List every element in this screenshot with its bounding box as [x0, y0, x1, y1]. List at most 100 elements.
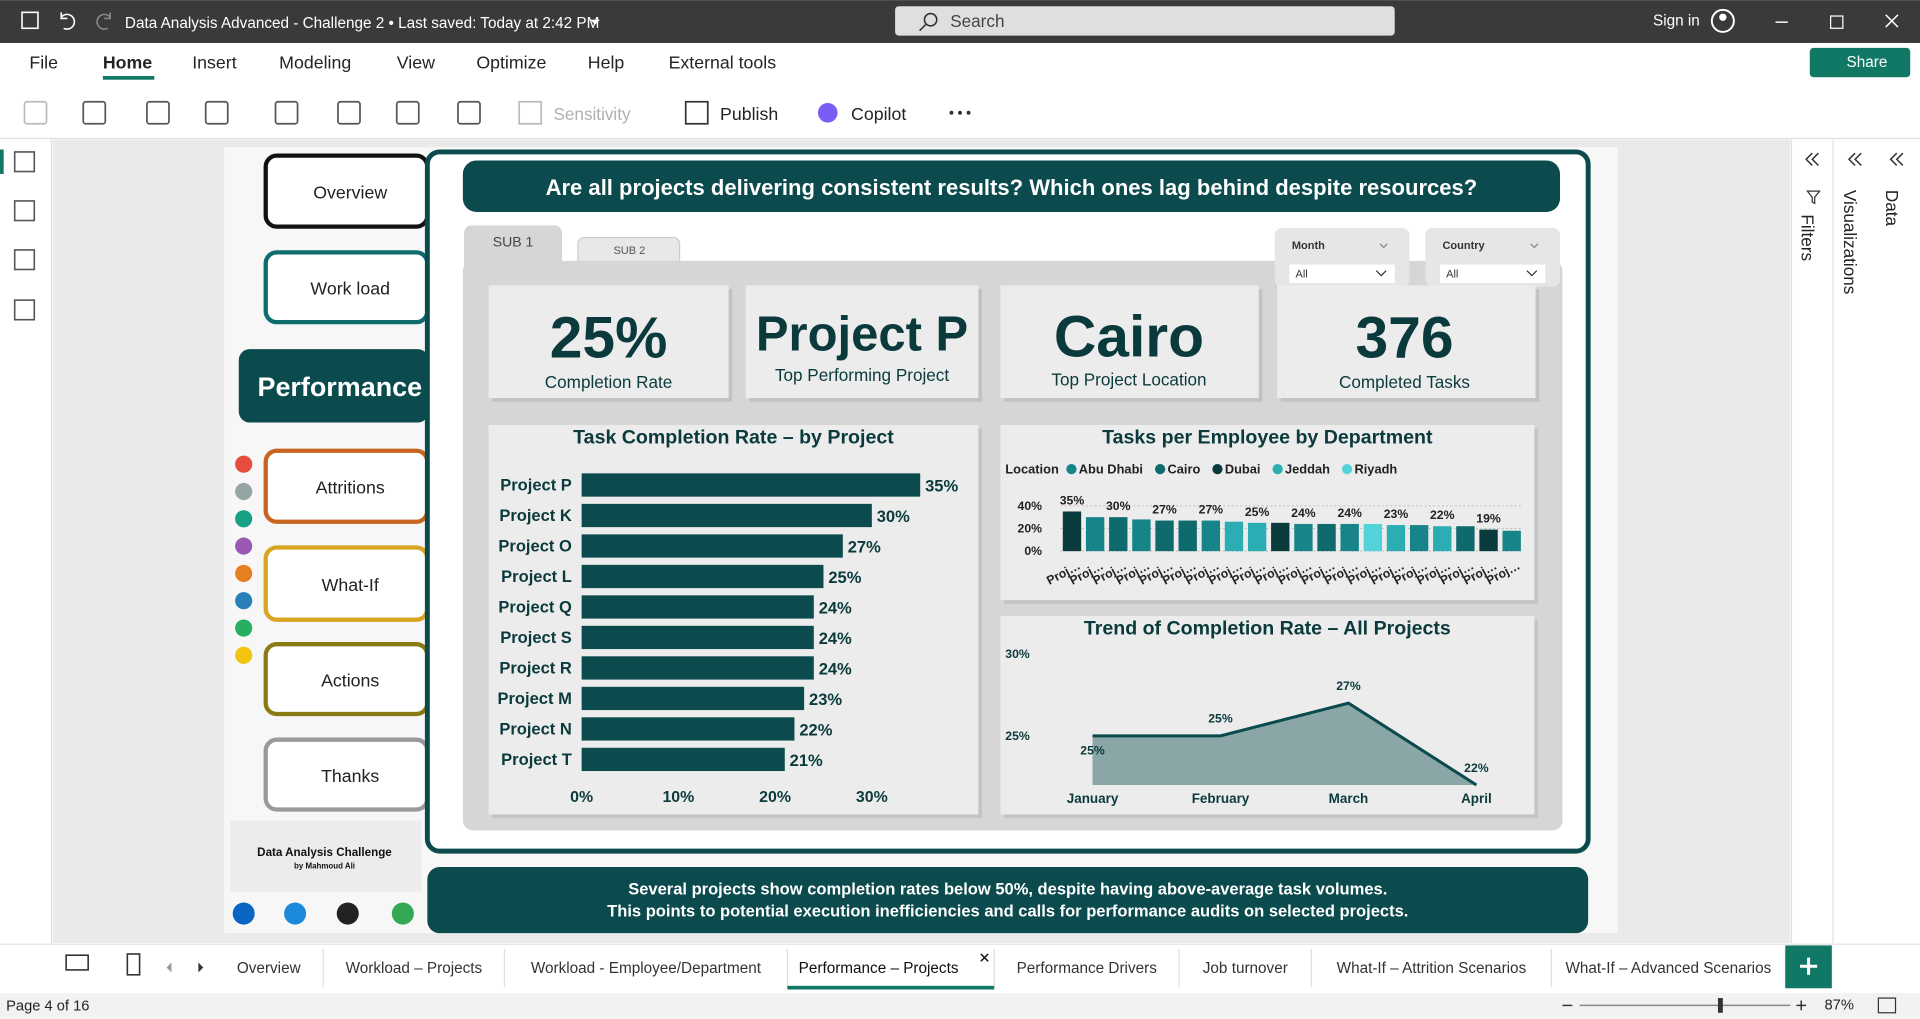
- account-icon[interactable]: [1710, 8, 1735, 33]
- dax-view-icon[interactable]: [13, 299, 36, 321]
- mobile-view-icon[interactable]: [126, 953, 141, 976]
- sub-tab-label[interactable]: SUB 1: [493, 233, 534, 249]
- page-tab[interactable]: Performance – Projects: [799, 960, 959, 977]
- nav-label[interactable]: Performance: [257, 372, 422, 402]
- fit-page-icon[interactable]: [1877, 997, 1897, 1014]
- report-view-icon[interactable]: [13, 151, 36, 173]
- bar: [1502, 530, 1521, 552]
- page-tab[interactable]: Workload - Employee/Department: [531, 960, 762, 977]
- sub-tab-active[interactable]: [464, 225, 563, 275]
- more-dot[interactable]: [958, 110, 962, 115]
- page-tab[interactable]: Workload – Projects: [346, 960, 483, 977]
- save-icon[interactable]: [21, 11, 39, 30]
- website-icon[interactable]: [284, 902, 307, 925]
- nav-label[interactable]: What-If: [322, 575, 379, 595]
- kpi-card: [1000, 285, 1259, 399]
- github-icon[interactable]: [336, 902, 359, 925]
- theme-swatch[interactable]: [235, 537, 253, 555]
- maximize[interactable]: [1830, 15, 1844, 29]
- theme-swatch[interactable]: [235, 482, 253, 501]
- copilot-button[interactable]: Copilot: [851, 104, 906, 124]
- slicer-value[interactable]: All: [1446, 268, 1458, 280]
- slicer-dropdown[interactable]: [1289, 264, 1395, 283]
- bar: [1409, 525, 1429, 552]
- pane-tab[interactable]: Visualizations: [1840, 190, 1860, 294]
- data-label: 23%: [809, 690, 842, 709]
- y-tick-label: 20%: [1018, 521, 1043, 535]
- title-dropdown[interactable]: [590, 19, 600, 25]
- search-placeholder[interactable]: Search: [950, 11, 1004, 31]
- y-tick-label: 0%: [1024, 544, 1042, 558]
- theme-swatch[interactable]: [235, 455, 253, 473]
- ribbon-tab[interactable]: View: [397, 53, 435, 73]
- calculation-icon[interactable]: [457, 100, 481, 125]
- ribbon-tab[interactable]: External tools: [669, 53, 777, 73]
- question-banner: [462, 160, 1560, 212]
- y-tick-label: Project K: [499, 506, 572, 525]
- get-data-icon[interactable]: [146, 100, 170, 125]
- paste-icon[interactable]: [23, 100, 48, 125]
- slicer-dropdown[interactable]: [1440, 264, 1546, 283]
- sub-tab-label[interactable]: SUB 2: [613, 245, 645, 257]
- nav-label[interactable]: Thanks: [321, 766, 379, 786]
- theme-swatch[interactable]: [235, 619, 253, 637]
- theme-swatch[interactable]: [235, 564, 253, 582]
- ribbon-tab[interactable]: File: [29, 53, 58, 73]
- ribbon-tab[interactable]: Help: [588, 53, 625, 73]
- more-dot[interactable]: [966, 110, 971, 115]
- publish-icon[interactable]: [684, 100, 709, 125]
- bar: [581, 717, 795, 741]
- next-page[interactable]: [198, 962, 204, 973]
- model-view-icon[interactable]: [13, 249, 36, 271]
- nav-button[interactable]: [238, 349, 429, 423]
- format-painter-icon[interactable]: [82, 100, 107, 125]
- pane-tab[interactable]: Data: [1882, 190, 1902, 227]
- undo-icon[interactable]: [60, 12, 76, 30]
- nav-label[interactable]: Overview: [313, 182, 387, 202]
- nav-label[interactable]: Actions: [321, 670, 379, 690]
- publish-button[interactable]: Publish: [720, 104, 778, 124]
- search-box[interactable]: [895, 6, 1395, 36]
- pane-collapse-icon[interactable]: [1847, 152, 1862, 166]
- ribbon-tab[interactable]: Optimize: [476, 53, 546, 73]
- linkedin-icon[interactable]: [232, 902, 255, 925]
- copilot-icon[interactable]: [817, 102, 838, 123]
- prev-page[interactable]: [166, 962, 172, 973]
- nav-label[interactable]: Attritions: [316, 477, 385, 497]
- pane-collapse-icon[interactable]: [1889, 152, 1904, 166]
- ribbon-tab[interactable]: Home: [103, 53, 152, 73]
- transform-icon[interactable]: [274, 100, 299, 125]
- table-view-icon[interactable]: [13, 200, 36, 222]
- slicer-value[interactable]: All: [1296, 268, 1308, 280]
- zoom-level[interactable]: 87%: [1824, 997, 1853, 1013]
- page-tab[interactable]: What-If – Advanced Scenarios: [1565, 960, 1771, 977]
- zoom-thumb[interactable]: [1717, 998, 1723, 1013]
- theme-swatch[interactable]: [235, 592, 253, 610]
- page-tab[interactable]: Performance Drivers: [1017, 960, 1158, 977]
- ribbon-tab[interactable]: Insert: [192, 53, 236, 73]
- share-label[interactable]: Share: [1847, 54, 1888, 71]
- pane-tab[interactable]: Filters: [1797, 214, 1817, 261]
- pane-collapse-icon[interactable]: [1805, 152, 1819, 166]
- search-icon: [923, 12, 938, 27]
- share-button[interactable]: [1809, 47, 1911, 78]
- page-tab[interactable]: What-If – Attrition Scenarios: [1337, 960, 1527, 977]
- drive-icon[interactable]: [391, 902, 414, 925]
- bar: [1433, 526, 1452, 552]
- bar: [1178, 520, 1197, 552]
- page-tab[interactable]: Job turnover: [1203, 960, 1288, 977]
- refresh-icon[interactable]: [337, 100, 361, 125]
- page-tab[interactable]: Overview: [237, 960, 302, 977]
- new-visual-icon[interactable]: [395, 100, 420, 125]
- ribbon-tab[interactable]: Modeling: [279, 53, 351, 73]
- nav-label[interactable]: Work load: [310, 278, 390, 298]
- data-label: 35%: [925, 477, 958, 496]
- logo-byline: by Mahmoud Ali: [294, 861, 355, 870]
- theme-swatch[interactable]: [235, 646, 253, 664]
- theme-swatch[interactable]: [235, 510, 253, 528]
- sign-in[interactable]: Sign in: [1653, 12, 1700, 29]
- recent-sources-icon[interactable]: [204, 100, 229, 125]
- more-dot[interactable]: [949, 110, 954, 115]
- desktop-view-icon[interactable]: [65, 954, 89, 971]
